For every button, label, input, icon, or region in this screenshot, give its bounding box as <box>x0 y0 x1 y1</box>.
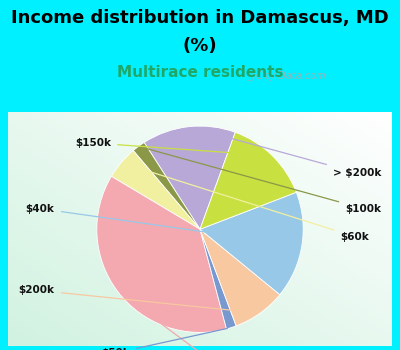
Text: (%): (%) <box>183 37 217 55</box>
Text: Multirace residents: Multirace residents <box>117 65 283 80</box>
Text: $100k: $100k <box>142 147 381 214</box>
Wedge shape <box>144 126 235 229</box>
Wedge shape <box>200 229 236 329</box>
Text: > $200k: > $200k <box>192 128 382 178</box>
Text: $60k: $60k <box>125 164 370 242</box>
Wedge shape <box>200 229 280 326</box>
Text: $200k: $200k <box>19 285 256 313</box>
Text: $50k: $50k <box>101 328 227 350</box>
Text: $125k: $125k <box>121 294 242 350</box>
Text: Income distribution in Damascus, MD: Income distribution in Damascus, MD <box>11 9 389 27</box>
Text: ⓘ City-Data.com: ⓘ City-Data.com <box>247 71 326 81</box>
Wedge shape <box>133 142 200 229</box>
Text: $40k: $40k <box>26 204 298 245</box>
Text: $150k: $150k <box>75 138 268 155</box>
Wedge shape <box>112 150 200 229</box>
Wedge shape <box>200 192 303 295</box>
Wedge shape <box>97 176 226 332</box>
Wedge shape <box>200 132 296 229</box>
